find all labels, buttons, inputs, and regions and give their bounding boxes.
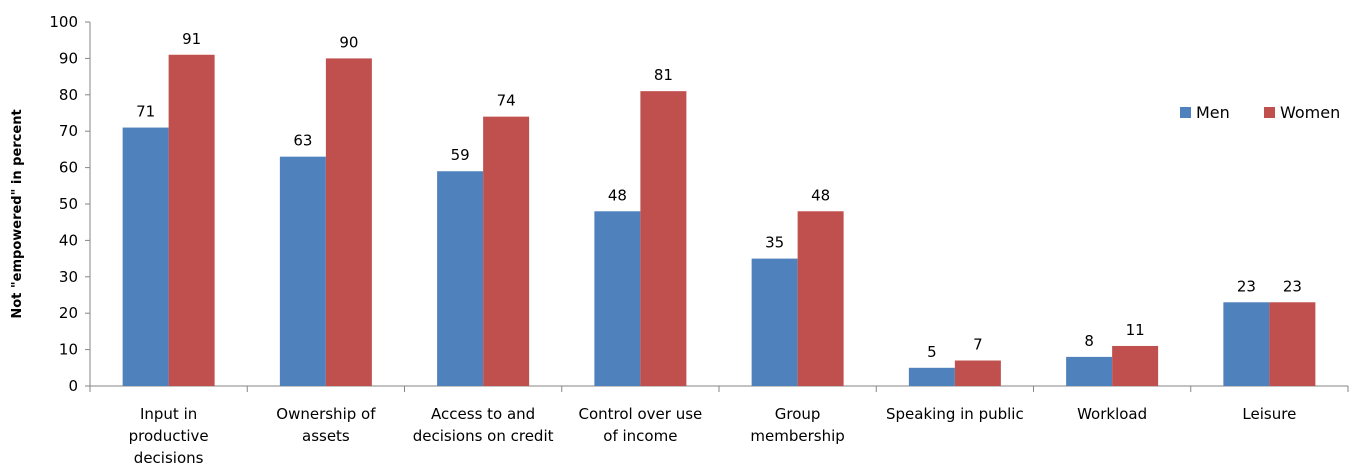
y-tick-label: 100 (49, 13, 78, 31)
bar-men (437, 171, 484, 386)
y-tick-label: 0 (68, 377, 78, 395)
bar-men (908, 367, 955, 386)
y-axis-title: Not "empowered" in percent (10, 109, 25, 318)
data-label: 48 (811, 186, 830, 204)
y-tick-label: 80 (59, 86, 78, 104)
y-tick-label: 30 (59, 268, 78, 286)
legend-label-men: Men (1196, 103, 1230, 122)
category-label: Group membership (750, 405, 844, 445)
data-label: 35 (765, 234, 784, 252)
y-axis-title-group: Not "empowered" in percent (10, 109, 25, 318)
category-label: Access to and decisions on credit (413, 405, 554, 445)
data-label: 90 (339, 33, 358, 51)
legend: Men Women (1180, 103, 1340, 122)
data-label: 23 (1283, 277, 1302, 295)
category-label: Leisure (1242, 405, 1296, 423)
data-label: 8 (1084, 332, 1094, 350)
bar-women (483, 116, 530, 386)
data-label: 7 (973, 336, 983, 354)
y-tick-label: 90 (59, 49, 78, 67)
data-label: 71 (136, 103, 155, 121)
category-label: Control over use of income (578, 405, 702, 445)
bar-women (797, 211, 844, 386)
y-tick-label: 50 (59, 195, 78, 213)
bar-men (122, 127, 169, 386)
data-labels: 71 91 63 90 59 74 48 81 35 48 5 7 8 11 23 23 (136, 30, 1302, 361)
bar-women (1269, 302, 1316, 386)
data-label: 59 (451, 146, 470, 164)
bar-men (1066, 356, 1113, 386)
data-label: 11 (1126, 321, 1145, 339)
category-label: Ownership of assets (276, 405, 376, 445)
bar-men (751, 258, 798, 386)
y-tick-label: 70 (59, 122, 78, 140)
category-label: Input in productive decisions (129, 405, 209, 467)
bar-women (640, 91, 687, 386)
data-label: 5 (927, 343, 937, 361)
bar-women (1112, 345, 1159, 386)
category-labels: Input in productive decisions Ownership of a… (129, 405, 1297, 467)
data-label: 23 (1237, 277, 1256, 295)
bar-women (954, 360, 1001, 386)
bars (122, 54, 1316, 387)
legend-swatch-women (1264, 107, 1275, 118)
data-label: 91 (182, 30, 201, 48)
bar-women (168, 54, 215, 386)
data-label: 63 (293, 132, 312, 150)
category-label: Speaking in public (886, 405, 1024, 423)
bar-men (279, 156, 326, 386)
legend-label-women: Women (1280, 103, 1340, 122)
data-label: 81 (654, 66, 673, 84)
bar-women (325, 58, 372, 387)
data-label: 74 (497, 92, 516, 110)
bar-men (1223, 302, 1270, 386)
y-tick-label: 60 (59, 159, 78, 177)
bar-men (594, 211, 641, 386)
category-label: Workload (1077, 405, 1147, 423)
axes: 0 10 20 30 40 50 60 70 80 90 100 (49, 13, 1349, 395)
y-tick-label: 10 (59, 341, 78, 359)
legend-swatch-men (1180, 107, 1191, 118)
y-tick-label: 20 (59, 304, 78, 322)
y-tick-label: 40 (59, 231, 78, 249)
data-label: 48 (608, 186, 627, 204)
